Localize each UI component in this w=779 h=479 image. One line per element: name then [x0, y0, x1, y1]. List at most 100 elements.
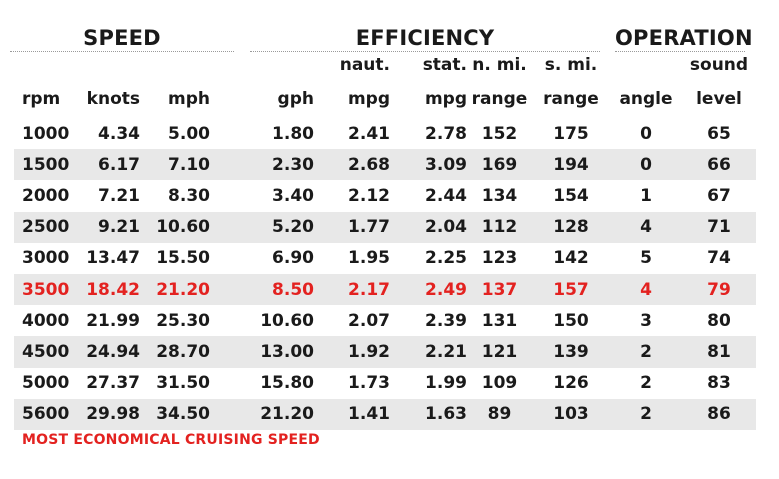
table-cell: 29.98 — [78, 398, 140, 430]
table-cell: 74 — [682, 242, 756, 274]
table-cell: 0 — [610, 118, 682, 150]
table-cell: 152 — [467, 118, 532, 150]
table-row: 5000 27.37 31.50 15.80 1.73 1.99 109 126 2 83 — [14, 367, 756, 399]
column-header-top — [228, 52, 330, 76]
column-header-top — [78, 52, 140, 76]
table-cell: 13.47 — [78, 242, 140, 274]
table-cell: 21.99 — [78, 305, 140, 337]
most-economical-note: MOST ECONOMICAL CRUISING SPEED — [22, 432, 320, 448]
column-header-knots: knots — [86, 89, 140, 109]
table-cell: 71 — [682, 211, 756, 243]
column-header-top: n. mi. — [472, 55, 527, 75]
table-row: 4000 21.99 25.30 10.60 2.07 2.39 131 150 3 80 — [14, 305, 756, 337]
table-cell: 2.07 — [330, 305, 390, 337]
table-cell: 1.99 — [390, 367, 467, 399]
table-cell: 3000 — [14, 242, 78, 274]
table-cell: 1.80 — [228, 118, 330, 150]
table-cell: 137 — [467, 273, 532, 306]
table-cell: 9.21 — [78, 211, 140, 243]
table-cell: 6.90 — [228, 242, 330, 274]
column-header-nmi-range: range — [471, 89, 528, 109]
table-cell: 142 — [532, 242, 610, 274]
table-cell: 83 — [682, 367, 756, 399]
table-cell: 4 — [610, 273, 682, 306]
table-cell: 79 — [682, 273, 756, 306]
table-cell: 103 — [532, 398, 610, 430]
table-cell: 169 — [467, 149, 532, 181]
table-row: 1000 4.34 5.00 1.80 2.41 2.78 152 175 0 65 — [14, 118, 756, 150]
table-cell: 5000 — [14, 367, 78, 399]
table-cell: 1.73 — [330, 367, 390, 399]
table-cell: 4 — [610, 211, 682, 243]
table-cell: 7.21 — [78, 180, 140, 212]
table-cell: 8.30 — [140, 180, 228, 212]
table-cell: 1000 — [14, 118, 78, 150]
table-row: 3500 18.42 21.20 8.50 2.17 2.49 137 157 4 79 — [14, 273, 756, 306]
column-header-gph: gph — [277, 89, 314, 109]
table-cell: 2 — [610, 336, 682, 368]
table-cell: 2000 — [14, 180, 78, 212]
table-cell: 3500 — [14, 273, 78, 306]
table-cell: 67 — [682, 180, 756, 212]
table-cell: 7.10 — [140, 149, 228, 181]
table-cell: 21.20 — [140, 273, 228, 306]
table-row: 2500 9.21 10.60 5.20 1.77 2.04 112 128 4 71 — [14, 211, 756, 243]
table-cell: 15.50 — [140, 242, 228, 274]
speed-group-title: SPEED — [83, 26, 161, 50]
table-cell: 2.25 — [390, 242, 467, 274]
table-cell: 81 — [682, 336, 756, 368]
table-cell: 2 — [610, 398, 682, 430]
table-cell: 123 — [467, 242, 532, 274]
table-cell: 109 — [467, 367, 532, 399]
table-cell: 5 — [610, 242, 682, 274]
table-cell: 4500 — [14, 336, 78, 368]
table-row: 1500 6.17 7.10 2.30 2.68 3.09 169 194 0 66 — [14, 149, 756, 181]
table-row: 2000 7.21 8.30 3.40 2.12 2.44 134 154 1 67 — [14, 180, 756, 212]
table-cell: 1.41 — [330, 398, 390, 430]
table-cell: 1 — [610, 180, 682, 212]
table-cell: 5.00 — [140, 118, 228, 150]
column-header-sound-level: level — [696, 89, 742, 109]
efficiency-group-title: EFFICIENCY — [355, 26, 495, 50]
column-header-rpm: rpm — [22, 89, 61, 109]
table-cell: 157 — [532, 273, 610, 306]
table-cell: 2.30 — [228, 149, 330, 181]
column-header-smi-range: range — [543, 89, 599, 109]
table-row: 5600 29.98 34.50 21.20 1.41 1.63 89 103 2 86 — [14, 398, 756, 430]
table-cell: 154 — [532, 180, 610, 212]
column-header-mph: mph — [168, 89, 210, 109]
table-cell: 1500 — [14, 149, 78, 181]
table-cell: 2.39 — [390, 305, 467, 337]
column-header-top — [610, 52, 682, 76]
table-cell: 10.60 — [140, 211, 228, 243]
table-cell: 2 — [610, 367, 682, 399]
column-header-top: stat. — [422, 55, 467, 75]
table-cell: 194 — [532, 149, 610, 181]
table-cell: 1.95 — [330, 242, 390, 274]
table-cell: 2.04 — [390, 211, 467, 243]
table-cell: 4.34 — [78, 118, 140, 150]
table-cell: 175 — [532, 118, 610, 150]
speed-group-divider — [10, 51, 234, 52]
table-cell: 10.60 — [228, 305, 330, 337]
table-cell: 15.80 — [228, 367, 330, 399]
table-cell: 34.50 — [140, 398, 228, 430]
table-cell: 2500 — [14, 211, 78, 243]
table-cell: 2.49 — [390, 273, 467, 306]
table-body: 1000 4.34 5.00 1.80 2.41 2.78 152 175 0 65 1500 6.1… — [14, 118, 756, 430]
table-cell: 13.00 — [228, 336, 330, 368]
table-cell: 18.42 — [78, 273, 140, 306]
table-row: 4500 24.94 28.70 13.00 1.92 2.21 121 139 2 81 — [14, 336, 756, 368]
operation-group-title: OPERATION — [615, 26, 753, 50]
table-cell: 25.30 — [140, 305, 228, 337]
table-cell: 1.77 — [330, 211, 390, 243]
table-cell: 126 — [532, 367, 610, 399]
table-cell: 89 — [467, 398, 532, 430]
column-header-top — [140, 52, 228, 76]
table-cell: 131 — [467, 305, 532, 337]
table-cell: 112 — [467, 211, 532, 243]
table-cell: 2.21 — [390, 336, 467, 368]
table-cell: 2.17 — [330, 273, 390, 306]
table-cell: 66 — [682, 149, 756, 181]
column-header-angle: angle — [619, 89, 673, 109]
